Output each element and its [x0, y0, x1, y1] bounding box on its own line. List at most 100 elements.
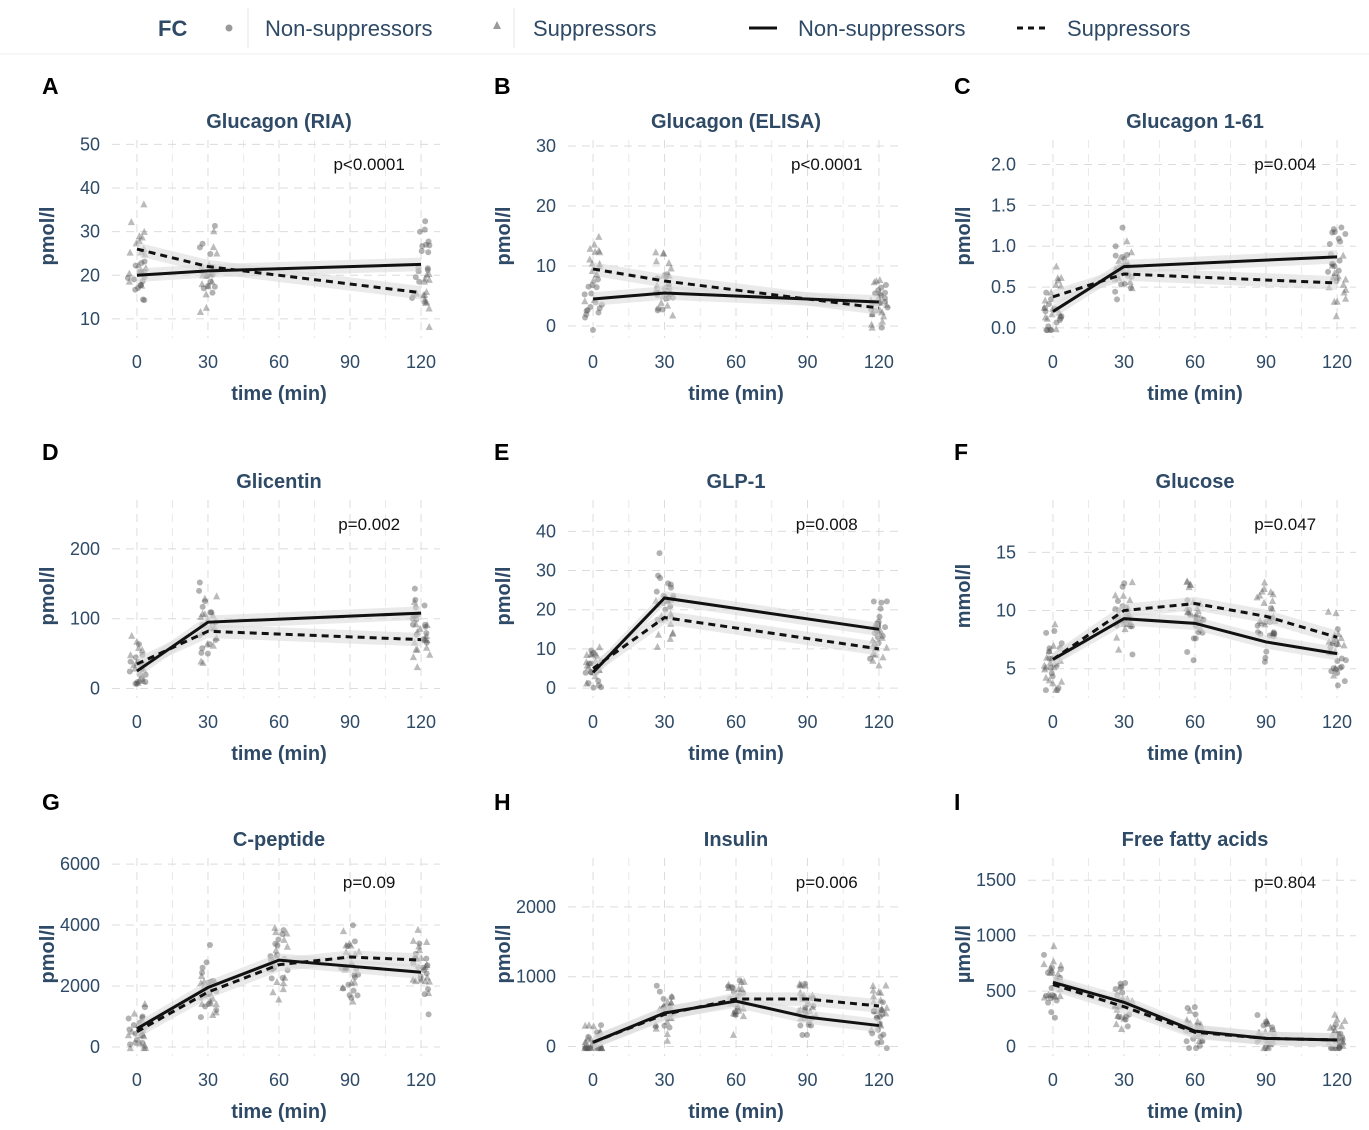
panel-a: 0 30 60 90 120 10 20 30 40 50 A Glucagon (RIA) p<0.0… — [37, 73, 440, 405]
data-point — [1052, 280, 1060, 288]
x-tick-label: 120 — [1322, 712, 1352, 732]
data-point — [662, 606, 669, 613]
data-point — [584, 307, 591, 314]
data-point — [1112, 288, 1119, 295]
data-point — [1328, 668, 1335, 675]
data-point — [1337, 238, 1344, 245]
data-point — [196, 244, 203, 251]
p-value: p=0.804 — [1254, 873, 1316, 892]
data-point — [1335, 267, 1342, 274]
data-point — [1338, 663, 1345, 670]
data-point — [132, 1039, 139, 1046]
data-point — [656, 550, 663, 557]
panel-letter: G — [42, 789, 60, 815]
series-line-nonsuppressors — [1052, 617, 1338, 661]
data-point — [1112, 986, 1119, 993]
data-point — [657, 575, 664, 582]
data-point — [416, 278, 423, 285]
x-tick-label: 90 — [797, 352, 817, 372]
y-axis-label: mmol/l — [953, 564, 975, 628]
data-point — [1120, 1014, 1128, 1022]
data-point — [1333, 297, 1341, 305]
data-point — [213, 249, 221, 257]
panel-g: 0 30 60 90 120 0 2000 4000 6000 G C-peptide p=0.09 t… — [37, 789, 440, 1123]
data-point — [339, 983, 347, 991]
data-point — [1053, 319, 1060, 326]
data-point — [1119, 224, 1126, 231]
data-point — [876, 275, 884, 283]
data-point — [130, 276, 137, 283]
data-point — [196, 579, 203, 586]
data-point — [878, 599, 885, 606]
data-point — [1047, 664, 1054, 671]
data-point — [653, 642, 662, 650]
data-point — [596, 305, 603, 312]
x-tick-label: 30 — [198, 352, 218, 372]
data-point — [1336, 1044, 1343, 1051]
data-point — [583, 651, 591, 659]
data-point — [669, 628, 677, 636]
data-point — [1328, 261, 1336, 269]
data-point — [418, 247, 425, 254]
p-value: p<0.0001 — [333, 155, 404, 174]
data-point — [1263, 1020, 1270, 1027]
data-point — [809, 1003, 817, 1011]
data-point — [665, 258, 673, 266]
data-point — [1339, 1041, 1347, 1049]
data-point — [1336, 257, 1343, 264]
data-point — [1324, 607, 1332, 615]
data-point — [1341, 1016, 1349, 1024]
data-point — [1261, 658, 1268, 665]
data-point — [425, 304, 433, 312]
data-point — [582, 669, 589, 676]
data-point — [1051, 620, 1059, 628]
x-tick-label: 90 — [1256, 712, 1276, 732]
data-point — [272, 946, 280, 954]
data-point — [409, 621, 416, 628]
data-point — [350, 987, 357, 994]
data-point — [876, 613, 883, 620]
y-tick-label: 30 — [80, 222, 100, 242]
data-point — [1043, 629, 1050, 636]
data-point — [1337, 1022, 1346, 1030]
panel-title: Free fatty acids — [1122, 829, 1269, 851]
data-point — [1338, 224, 1345, 231]
data-point — [663, 1029, 671, 1037]
x-tick-label: 120 — [864, 712, 894, 732]
x-tick-label: 60 — [726, 352, 746, 372]
data-point — [1262, 654, 1269, 661]
data-point — [1330, 671, 1338, 679]
data-point — [1041, 313, 1050, 321]
confidence-ribbon — [593, 591, 879, 680]
series-line-suppressors — [1052, 983, 1338, 1042]
data-point — [209, 243, 218, 251]
data-point — [878, 308, 886, 316]
data-point — [197, 612, 205, 620]
data-point — [126, 1026, 133, 1033]
data-point — [666, 634, 674, 642]
data-point — [1331, 229, 1338, 236]
panel-letter: H — [494, 789, 511, 815]
data-point — [141, 1000, 149, 1008]
data-point — [1118, 281, 1125, 288]
data-point — [1268, 604, 1276, 612]
data-point — [136, 641, 143, 648]
data-point — [581, 1021, 589, 1029]
data-point — [1051, 992, 1059, 1000]
data-point — [585, 1033, 592, 1040]
data-point — [351, 938, 358, 945]
data-point — [1115, 645, 1123, 653]
data-point — [199, 645, 206, 652]
data-point — [415, 942, 423, 950]
data-point — [1268, 629, 1277, 637]
data-point — [867, 655, 874, 662]
data-point — [801, 981, 809, 989]
data-point — [419, 291, 427, 299]
data-point — [1260, 598, 1268, 606]
x-tick-label: 0 — [588, 712, 598, 732]
data-point — [199, 240, 206, 247]
data-point — [347, 941, 355, 949]
data-point — [595, 1044, 603, 1052]
data-point — [198, 280, 206, 288]
data-point — [279, 985, 287, 993]
